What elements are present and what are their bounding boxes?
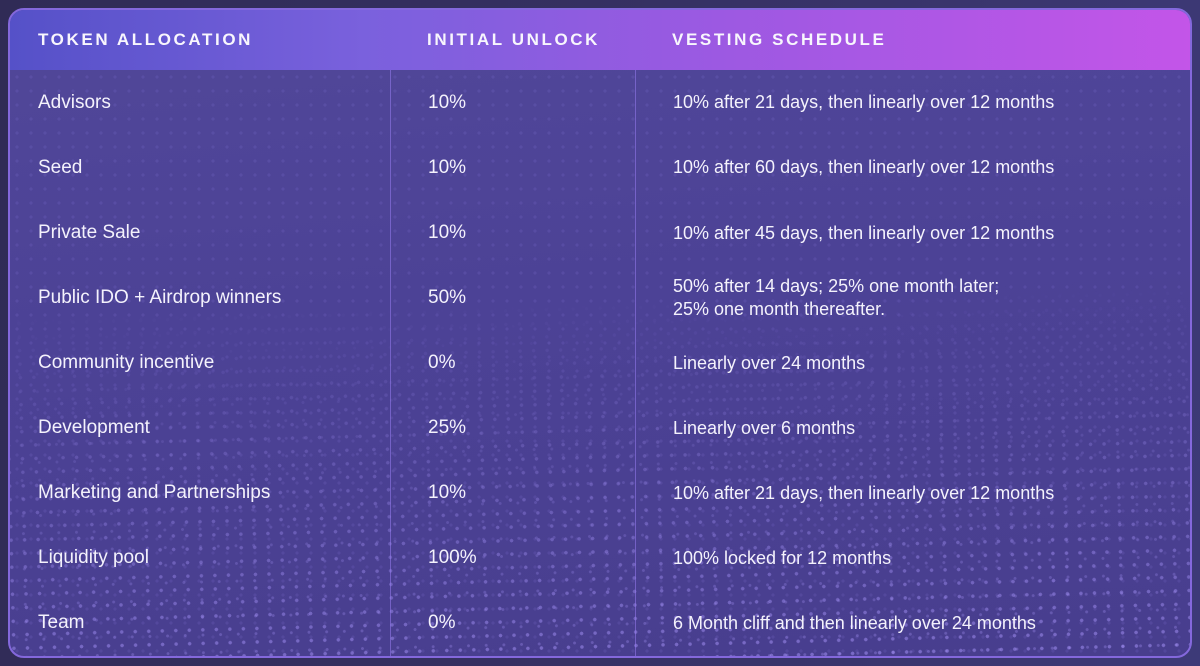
allocation-label: Community incentive <box>38 351 215 373</box>
initial-unlock-value: 10% <box>428 91 467 113</box>
vesting-text: Linearly over 6 months <box>673 417 856 438</box>
allocation-label: Liquidity pool <box>38 547 149 569</box>
initial-unlock-cell: 10% <box>390 135 635 201</box>
initial-unlock-cell: 100% <box>390 525 635 591</box>
initial-unlock-cell: 50% <box>390 265 635 331</box>
allocation-label: Private Sale <box>38 221 141 243</box>
initial-unlock-cell: 10% <box>390 460 635 526</box>
initial-unlock-value: 10% <box>428 156 467 178</box>
vesting-cell: 10% after 21 days, then linearly over 12… <box>635 460 1190 526</box>
allocation-cell: Marketing and Partnerships <box>10 461 390 526</box>
vesting-text: 10% after 21 days, then linearly over 12… <box>673 92 1055 113</box>
vesting-text: Linearly over 24 months <box>673 352 866 373</box>
allocation-cell: Community incentive <box>10 330 390 395</box>
column-header-initial-unlock: INITIAL UNLOCK <box>427 30 601 49</box>
allocation-cell: Private Sale <box>10 200 390 265</box>
vesting-cell: 50% after 14 days; 25% one month later; … <box>635 265 1190 331</box>
initial-unlock-cell: 0% <box>390 590 635 656</box>
table-body: Advisors 10% 10% after 21 days, then lin… <box>10 70 1190 656</box>
vesting-cell: 100% locked for 12 months <box>635 525 1190 591</box>
token-vesting-table-card: TOKEN ALLOCATION INITIAL UNLOCK VESTING … <box>8 8 1192 658</box>
allocation-cell: Liquidity pool <box>10 526 390 591</box>
vesting-text: 10% after 21 days, then linearly over 12… <box>673 482 1055 503</box>
allocation-label: Development <box>38 417 150 439</box>
allocation-label: Team <box>38 612 85 634</box>
allocation-label: Public IDO + Airdrop winners <box>38 286 282 308</box>
initial-unlock-cell: 25% <box>390 395 635 461</box>
initial-unlock-value: 25% <box>428 417 467 439</box>
vesting-cell: 10% after 21 days, then linearly over 12… <box>635 70 1190 136</box>
vesting-text: 100% locked for 12 months <box>673 548 892 569</box>
initial-unlock-value: 10% <box>428 482 467 504</box>
initial-unlock-value: 100% <box>428 547 477 569</box>
allocation-label: Seed <box>38 156 83 178</box>
vesting-cell: 10% after 45 days, then linearly over 12… <box>635 200 1190 266</box>
initial-unlock-cell: 10% <box>390 200 635 266</box>
vesting-text: 50% after 14 days; 25% one month later; … <box>673 276 1000 319</box>
vesting-cell: Linearly over 6 months <box>635 395 1190 461</box>
allocation-cell: Seed <box>10 135 390 200</box>
allocation-cell: Development <box>10 396 390 461</box>
initial-unlock-value: 0% <box>428 351 456 373</box>
initial-unlock-value: 50% <box>428 286 467 308</box>
initial-unlock-value: 0% <box>428 612 456 634</box>
vesting-text: 10% after 45 days, then linearly over 12… <box>673 222 1055 243</box>
allocation-cell: Team <box>10 591 390 656</box>
allocation-cell: Advisors <box>10 70 390 135</box>
initial-unlock-cell: 10% <box>390 70 635 136</box>
vesting-text: 6 Month cliff and then linearly over 24 … <box>673 613 1036 634</box>
table-header-row: TOKEN ALLOCATION INITIAL UNLOCK VESTING … <box>10 10 1190 70</box>
allocation-label: Marketing and Partnerships <box>38 482 271 504</box>
initial-unlock-value: 10% <box>428 221 467 243</box>
vesting-cell: 10% after 60 days, then linearly over 12… <box>635 135 1190 201</box>
allocation-label: Advisors <box>38 91 111 113</box>
column-header-vesting-schedule: VESTING SCHEDULE <box>672 30 887 49</box>
vesting-cell: 6 Month cliff and then linearly over 24 … <box>635 590 1190 656</box>
vesting-cell: Linearly over 24 months <box>635 330 1190 396</box>
column-header-token-allocation: TOKEN ALLOCATION <box>38 30 254 49</box>
initial-unlock-cell: 0% <box>390 330 635 396</box>
allocation-cell: Public IDO + Airdrop winners <box>10 265 390 330</box>
vesting-text: 10% after 60 days, then linearly over 12… <box>673 157 1055 178</box>
